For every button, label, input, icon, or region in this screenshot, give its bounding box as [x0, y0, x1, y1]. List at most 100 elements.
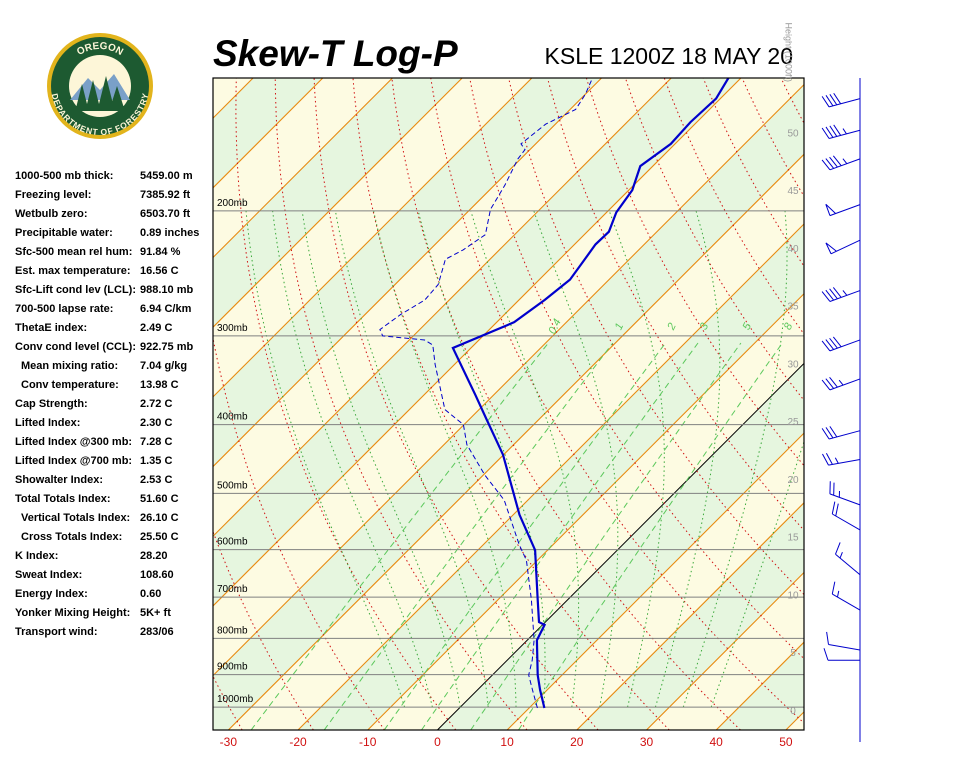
dewpoint-trace	[379, 78, 593, 709]
x-tick-label: 20	[570, 735, 584, 749]
mixing-ratio-line	[470, 342, 742, 730]
mixing-ratio-line	[518, 342, 783, 730]
height-tick-label: 15	[787, 533, 799, 544]
stat-label: Freezing level:	[15, 189, 91, 201]
stat-value: 0.60	[140, 588, 161, 600]
dry-adiabat	[391, 78, 741, 730]
stat-label: Sfc-500 mean rel hum:	[15, 246, 132, 258]
dry-adiabat	[937, 78, 960, 730]
stat-label: Sfc-Lift cond lev (LCL):	[15, 284, 136, 296]
x-tick-label: 30	[640, 735, 654, 749]
wind-barb	[821, 92, 861, 108]
stat-value: 988.10 mb	[140, 284, 193, 296]
dry-adiabat	[274, 78, 528, 730]
plot-frame	[212, 77, 805, 731]
height-axis-label: Height (1000ft)	[784, 22, 794, 82]
stat-label: Transport wind:	[15, 626, 98, 638]
stat-value: 0.89 inches	[140, 227, 199, 239]
pressure-label: 500mb	[217, 480, 248, 491]
moist-adiabat	[301, 210, 461, 708]
stat-label: Conv temperature:	[21, 379, 119, 391]
stat-label: Showalter Index:	[15, 474, 103, 486]
dry-adiabat	[508, 78, 804, 596]
stat-label: Sweat Index:	[15, 569, 82, 581]
dry-adiabat	[313, 78, 599, 730]
height-tick-label: 20	[787, 475, 799, 486]
stat-value: 108.60	[140, 569, 174, 581]
isotherm	[506, 432, 804, 730]
pressure-label: 600mb	[217, 537, 248, 548]
height-tick-label: 50	[787, 128, 799, 139]
x-tick-label: -10	[359, 735, 377, 749]
wind-barb	[821, 336, 861, 352]
stat-label: ThetaE index:	[15, 322, 87, 334]
stat-label: Wetbulb zero:	[15, 208, 88, 220]
x-tick-label: -20	[289, 735, 307, 749]
dry-adiabat	[780, 78, 804, 125]
stat-label: Mean mixing ratio:	[21, 360, 118, 372]
isotherm	[227, 153, 804, 730]
wind-barb	[826, 631, 861, 651]
dry-adiabat	[469, 78, 804, 660]
height-tick-label: 35	[787, 302, 799, 313]
temperature-band	[213, 84, 804, 730]
isotherm	[213, 78, 533, 398]
isotherm	[213, 78, 742, 607]
x-tick-label: 50	[779, 735, 793, 749]
stat-value: 26.10 C	[140, 512, 179, 524]
pressure-label: 400mb	[217, 412, 248, 423]
logo-top-text: OREGON	[75, 41, 125, 58]
height-tick-label: 30	[787, 359, 799, 370]
isotherm	[856, 78, 960, 730]
mixing-ratio-label: 5	[741, 320, 755, 331]
stat-value: 91.84 %	[140, 246, 181, 258]
stat-label: Est. max temperature:	[15, 265, 131, 277]
logo-top: OREGON	[75, 41, 125, 58]
dry-adiabat	[859, 78, 960, 730]
mixing-ratio-label: 2	[665, 321, 679, 333]
height-tick-label: 10	[787, 590, 799, 601]
pressure-label: 200mb	[217, 198, 248, 209]
isotherm	[367, 292, 804, 730]
temperature-band	[213, 78, 804, 676]
stat-label: Precipitable water:	[15, 227, 113, 239]
stat-value: 7.04 g/kg	[140, 360, 187, 372]
stat-value: 51.60 C	[140, 493, 179, 505]
stat-label: Energy Index:	[15, 588, 88, 600]
wind-barb	[821, 376, 861, 391]
stat-label: Vertical Totals Index:	[21, 512, 130, 524]
wind-barb	[831, 581, 861, 611]
temperature-trace	[451, 78, 730, 709]
axes: -30 -20 -10 0 10 20 30 40 5005101520253035404550…	[220, 22, 861, 749]
wind-barb	[829, 481, 861, 506]
pressure-label: 1000mb	[217, 694, 254, 705]
stats-table: 1000-500 mb thick: 5459.00 m Freezing leve…	[15, 170, 199, 638]
dry-adiabat	[352, 78, 670, 730]
wind-barb	[831, 501, 861, 531]
moist-adiabat	[608, 210, 665, 708]
plot-area: 0.4 1 2 3 5 81000mb900mb800mb700mb600mb500mb4…	[213, 78, 960, 730]
pressure-label: 700mb	[217, 584, 248, 595]
logo: OREGON DEPARTMENT OF FORESTRY	[47, 33, 153, 139]
x-tick-label: 10	[500, 735, 514, 749]
isotherm	[437, 362, 804, 730]
stat-value: 6503.70 ft	[140, 208, 190, 220]
wind-barb	[821, 124, 861, 139]
stat-label: K Index:	[15, 550, 58, 562]
wind-barb	[822, 453, 861, 466]
pressure-label: 300mb	[217, 323, 248, 334]
isotherm	[576, 502, 804, 730]
wind-barb	[823, 648, 861, 661]
isotherm	[213, 78, 672, 538]
height-tick-label: 45	[787, 186, 799, 197]
stat-value: 1.35 C	[140, 455, 172, 467]
pressure-label: 800mb	[217, 625, 248, 636]
height-tick-label: 40	[787, 244, 799, 255]
stat-value: 7.28 C	[140, 436, 172, 448]
wind-barb	[835, 542, 861, 576]
wind-barb	[825, 239, 861, 255]
isotherm	[213, 78, 463, 328]
isotherm	[297, 223, 804, 730]
stat-value: 5459.00 m	[140, 170, 193, 182]
